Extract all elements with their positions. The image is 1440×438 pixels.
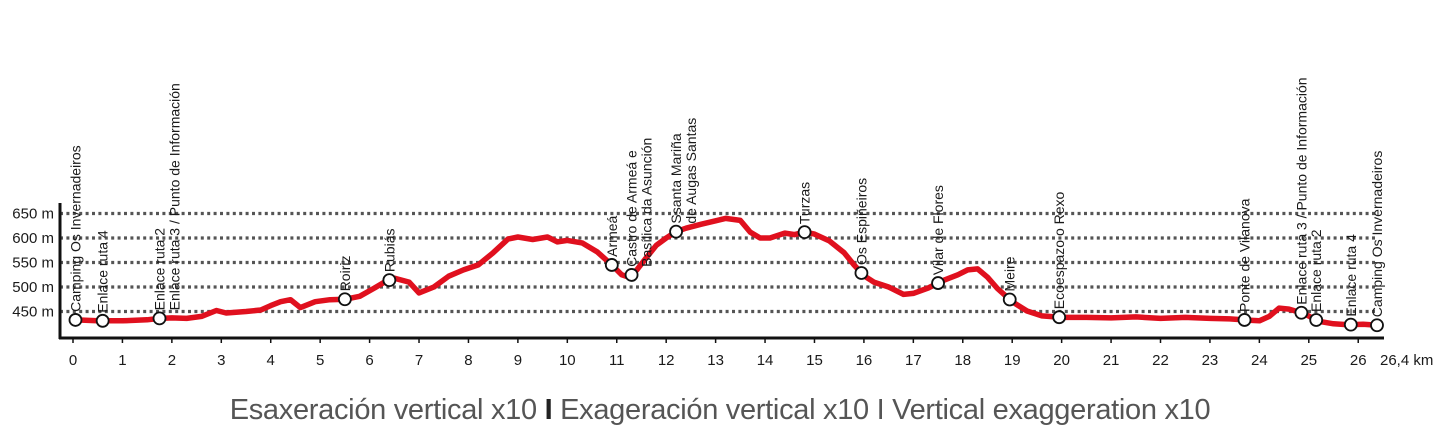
x-tick-label: 3 [217, 352, 225, 369]
waypoint-label: Camping Os Invernadeiros [1369, 151, 1385, 318]
x-tick-label: 0 [69, 352, 77, 369]
waypoint-label: Enlace ruta 3 / Punto de Información [1293, 77, 1309, 304]
y-tick-label: 600 m [12, 230, 54, 247]
waypoint-label: Os Espiñeiros [853, 178, 869, 265]
waypoint-label: Enlace ruta 4 [95, 230, 111, 313]
x-tick-label: 12 [658, 352, 675, 369]
x-tick-label: 25 [1300, 352, 1317, 369]
x-tick-label: 21 [1103, 352, 1120, 369]
x-tick-label: 2 [168, 352, 176, 369]
y-tick-label: 550 m [12, 255, 54, 272]
caption-separator: I [544, 394, 553, 426]
waypoint-marker [68, 313, 83, 327]
x-tick-label: 14 [757, 352, 774, 369]
x-axis-end-label: 26,4 km [1380, 352, 1433, 369]
elevation-line [70, 215, 1381, 328]
waypoint-label: Meire [1002, 256, 1018, 291]
waypoint-label: Roiriz [337, 256, 353, 292]
waypoint-marker [95, 313, 110, 328]
y-tick-label: 650 m [12, 206, 54, 223]
waypoint-label: Ssanta Mariña [668, 133, 684, 223]
waypoint-label: Vilar de Flores [930, 185, 946, 275]
x-tick-label: 4 [267, 352, 275, 369]
waypoint-label: Basílica da Asunción [639, 138, 655, 267]
waypoint-marker [382, 273, 397, 288]
x-tick-label: 24 [1251, 352, 1268, 369]
waypoint-marker [624, 268, 639, 282]
caption-spanish: Exageración vertical x10 [560, 394, 869, 426]
x-tick-label: 23 [1202, 352, 1219, 369]
x-axis-ticks: 0 1 2 3 4 5 6 7 8 9 10 11 12 13 14 15 16 17 18 19 20 21 22 23 24… [69, 338, 1433, 369]
waypoint-marker [669, 224, 683, 239]
waypoint-marker [337, 292, 352, 307]
x-tick-label: 13 [707, 352, 724, 369]
caption-separator: I [876, 394, 885, 426]
x-tick-label: 16 [856, 352, 873, 369]
x-tick-label: 26 [1350, 352, 1367, 369]
waypoint-marker [1052, 310, 1067, 325]
x-tick-label: 18 [954, 352, 971, 369]
waypoint-marker [931, 276, 945, 290]
waypoint-marker [152, 311, 167, 326]
x-tick-label: 10 [559, 352, 576, 369]
waypoint-marker [1294, 305, 1309, 320]
x-tick-label: 9 [514, 352, 522, 369]
waypoint-label: Enlace ruta 4 [1343, 234, 1359, 317]
x-tick-label: 19 [1004, 352, 1021, 369]
x-tick-label: 1 [118, 352, 126, 369]
waypoint-label: Enlace ruta 2 [1308, 229, 1324, 312]
waypoint-label: de Augas Santas [683, 118, 699, 224]
caption-english: Vertical exaggeration x10 [892, 394, 1211, 426]
waypoint-label: Enlace ruta 3 / Punto de Información [167, 83, 183, 310]
elevation-series [70, 215, 1381, 328]
caption-galician: Esaxeración vertical x10 [229, 394, 537, 426]
x-tick-label: 11 [609, 352, 625, 369]
grid-lines [60, 211, 1378, 314]
x-tick-label: 20 [1053, 352, 1070, 369]
waypoint-label: Enlace ruta 2 [152, 228, 168, 311]
y-axis-ticks: 450 m 500 m 550 m 600 m 650 m [12, 206, 54, 321]
waypoint-label: Armeá [604, 215, 620, 256]
x-tick-label: 6 [365, 352, 373, 369]
waypoint-marker [1309, 313, 1324, 327]
x-tick-label: 15 [806, 352, 823, 369]
y-tick-label: 450 m [12, 304, 54, 321]
waypoint-label: Ponte de Vilanova [1237, 198, 1253, 312]
x-tick-label: 22 [1152, 352, 1169, 369]
waypoint-marker [1237, 313, 1252, 327]
waypoint-marker [604, 258, 619, 272]
y-tick-label: 500 m [12, 279, 54, 296]
waypoint-label: Ecoespazo o Rexo [1051, 191, 1067, 309]
x-tick-label: 17 [905, 352, 922, 369]
waypoint-label: Camping Os Invernadeiros [68, 145, 84, 312]
x-tick-label: 8 [464, 352, 472, 369]
axes [58, 203, 1384, 340]
waypoint-label: Rubiás [381, 229, 397, 273]
waypoint-marker [1370, 318, 1384, 333]
x-tick-label: 5 [316, 352, 324, 369]
waypoint-label: Castro de Armeá e [624, 150, 640, 267]
x-tick-label: 7 [415, 352, 423, 369]
vertical-exaggeration-caption: Esaxeración vertical x10 I Exageración v… [0, 394, 1440, 427]
waypoint-marker [854, 266, 869, 280]
waypoint-marker [797, 225, 812, 240]
waypoint-marker [1002, 292, 1017, 307]
waypoint-markers [68, 224, 1384, 333]
waypoint-label: Turzas [797, 182, 813, 224]
waypoint-marker [1343, 317, 1358, 332]
waypoint-labels: Camping Os Invernadeiros Enlace ruta 4 Enl… [68, 77, 1386, 317]
